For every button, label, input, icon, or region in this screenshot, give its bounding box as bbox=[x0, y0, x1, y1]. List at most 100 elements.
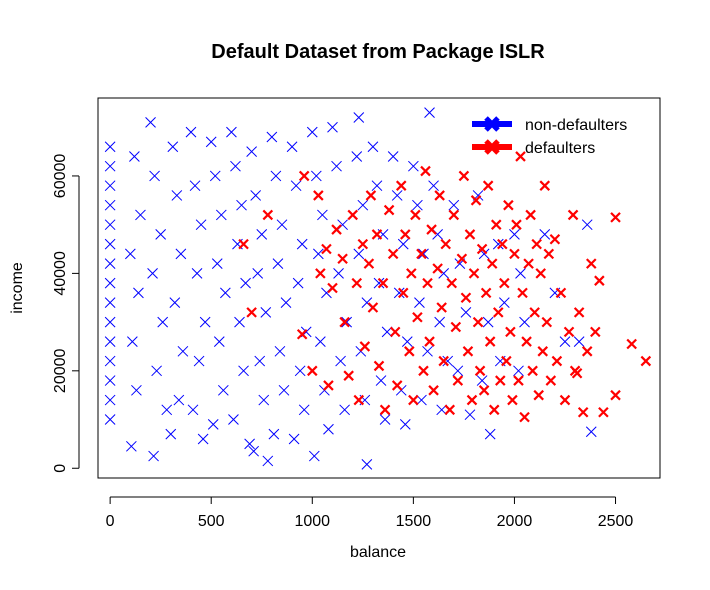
point-non-defaulter bbox=[428, 180, 439, 192]
point-non-defaulter bbox=[104, 219, 116, 231]
y-axis: 0 20000 40000 60000 bbox=[52, 154, 80, 473]
point-non-defaulter bbox=[393, 287, 405, 299]
point-non-defaulter bbox=[124, 248, 136, 260]
y-tick-label: 20000 bbox=[52, 348, 69, 393]
point-defaulter bbox=[501, 355, 512, 367]
point-defaulter bbox=[424, 336, 435, 347]
point-non-defaulter bbox=[270, 170, 282, 182]
point-non-defaulter bbox=[260, 307, 272, 318]
point-defaulter bbox=[410, 209, 421, 221]
point-non-defaulter bbox=[173, 394, 185, 406]
point-defaulter bbox=[511, 219, 522, 230]
legend-label-non-defaulters: non-defaulters bbox=[525, 117, 627, 134]
x-tick-label: 1000 bbox=[294, 513, 330, 530]
point-defaulter bbox=[527, 365, 538, 377]
point-non-defaulter bbox=[151, 365, 162, 377]
point-defaulter bbox=[460, 292, 472, 304]
point-non-defaulter bbox=[230, 160, 241, 172]
point-defaulter bbox=[462, 346, 474, 357]
point-non-defaulter bbox=[290, 180, 302, 192]
point-defaulter bbox=[610, 389, 621, 401]
point-non-defaulter bbox=[262, 455, 274, 467]
point-non-defaulter bbox=[135, 209, 146, 221]
point-defaulter bbox=[389, 326, 401, 338]
point-non-defaulter bbox=[272, 258, 284, 269]
point-defaulter bbox=[537, 346, 549, 357]
point-non-defaulter bbox=[157, 316, 169, 328]
point-defaulter bbox=[426, 224, 437, 235]
point-non-defaulter bbox=[308, 450, 320, 462]
point-non-defaulter bbox=[167, 141, 179, 153]
point-non-defaulter bbox=[464, 409, 476, 421]
x-axis: 0 500 1000 1500 2000 2500 bbox=[106, 496, 633, 530]
points-layer bbox=[104, 107, 652, 470]
point-non-defaulter bbox=[215, 209, 227, 221]
point-non-defaulter bbox=[434, 316, 446, 328]
point-non-defaulter bbox=[266, 131, 278, 143]
point-defaulter bbox=[432, 263, 443, 274]
point-non-defaulter bbox=[373, 277, 385, 289]
point-non-defaulter bbox=[104, 297, 116, 308]
point-defaulter bbox=[640, 355, 652, 367]
point-non-defaulter bbox=[397, 238, 409, 250]
point-non-defaulter bbox=[323, 423, 334, 435]
point-defaulter bbox=[555, 287, 567, 299]
point-non-defaulter bbox=[391, 190, 403, 201]
point-defaulter bbox=[379, 404, 391, 416]
point-defaulter bbox=[321, 243, 332, 255]
point-non-defaulter bbox=[220, 287, 231, 299]
point-defaulter bbox=[499, 277, 510, 289]
point-defaulter bbox=[545, 375, 557, 386]
point-non-defaulter bbox=[286, 141, 298, 153]
point-defaulter bbox=[480, 287, 492, 299]
point-defaulter bbox=[458, 170, 470, 182]
point-non-defaulter bbox=[149, 170, 160, 182]
point-defaulter bbox=[347, 209, 358, 221]
point-defaulter bbox=[567, 209, 579, 221]
point-non-defaulter bbox=[217, 384, 229, 396]
point-defaulter bbox=[486, 258, 498, 269]
point-defaulter bbox=[531, 238, 542, 250]
y-tick-label: 60000 bbox=[52, 154, 69, 199]
point-defaulter bbox=[573, 307, 585, 318]
point-non-defaulter bbox=[353, 112, 365, 123]
point-defaulter bbox=[440, 238, 451, 250]
point-non-defaulter bbox=[387, 151, 399, 162]
point-non-defaulter bbox=[276, 219, 288, 231]
point-non-defaulter bbox=[191, 268, 203, 279]
point-defaulter bbox=[464, 229, 476, 240]
point-non-defaulter bbox=[442, 355, 454, 367]
point-defaulter bbox=[298, 170, 310, 182]
point-defaulter bbox=[296, 329, 308, 340]
point-defaulter bbox=[590, 326, 601, 338]
point-non-defaulter bbox=[513, 365, 524, 377]
x-tick-label: 1500 bbox=[396, 513, 432, 530]
point-non-defaulter bbox=[306, 126, 318, 138]
y-axis-title: income bbox=[9, 262, 26, 314]
point-non-defaulter bbox=[294, 365, 306, 377]
point-defaulter bbox=[438, 355, 449, 367]
point-non-defaulter bbox=[361, 459, 373, 470]
point-defaulter bbox=[492, 307, 504, 318]
x-tick-label: 500 bbox=[198, 513, 225, 530]
y-tick-label: 40000 bbox=[52, 251, 69, 296]
point-defaulter bbox=[456, 253, 468, 265]
point-non-defaulter bbox=[240, 277, 251, 289]
point-non-defaulter bbox=[209, 170, 221, 182]
point-defaulter bbox=[323, 380, 334, 391]
point-non-defaulter bbox=[298, 404, 310, 416]
point-non-defaulter bbox=[104, 394, 116, 406]
point-defaulter bbox=[585, 258, 597, 269]
point-defaulter bbox=[482, 180, 494, 191]
point-non-defaulter bbox=[205, 136, 217, 148]
point-defaulter bbox=[488, 404, 500, 416]
point-non-defaulter bbox=[133, 287, 144, 299]
point-defaulter bbox=[517, 287, 528, 299]
point-defaulter bbox=[529, 307, 540, 318]
point-non-defaulter bbox=[236, 199, 247, 211]
point-non-defaulter bbox=[585, 426, 597, 438]
point-non-defaulter bbox=[357, 199, 369, 211]
point-defaulter bbox=[577, 406, 589, 418]
point-defaulter bbox=[466, 394, 478, 406]
point-defaulter bbox=[513, 375, 524, 386]
